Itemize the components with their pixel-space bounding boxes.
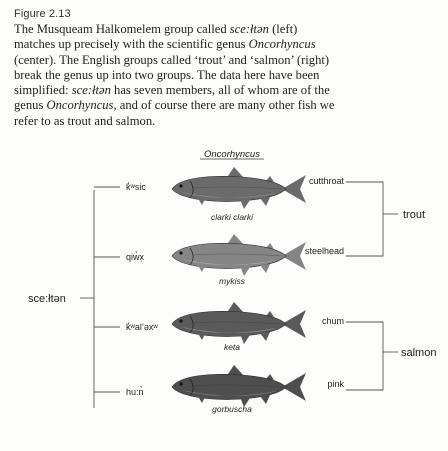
english-name: chum <box>322 316 344 326</box>
fish-lateral-line <box>191 186 283 190</box>
caption-text: The Musqueam Halkomelem group called <box>14 22 230 36</box>
english-name: steelhead <box>305 246 344 256</box>
fish-illustration <box>171 234 306 276</box>
fish-body <box>171 243 287 269</box>
fish-adipose-fin <box>266 311 274 317</box>
fish-gill <box>189 247 194 266</box>
halkomelem-name: k̓ʷsic <box>126 182 146 192</box>
fish-lateral-line <box>191 384 283 388</box>
fish-pectoral-fin <box>196 262 206 272</box>
fish-pelvic-fin <box>240 334 250 344</box>
figure-label: Figure 2.13 <box>14 8 71 20</box>
caption-italic-term: Oncorhyncus <box>46 98 114 113</box>
fish-dorsal-fin <box>226 167 244 179</box>
caption-line: break the genus up into two groups. The … <box>14 68 434 83</box>
fish-adipose-fin <box>266 176 274 182</box>
fish-tail <box>282 373 306 401</box>
fish-dorsal-fin <box>226 365 244 377</box>
scientific-name: gorbuscha <box>212 404 252 414</box>
trout-bracket <box>346 181 384 257</box>
fish-belly <box>182 327 276 333</box>
fish-row: k̓ʷsic clarki clarki cutthroat <box>94 167 344 222</box>
english-name: cutthroat <box>309 176 345 186</box>
caption-text: matches up precisely with the scientific… <box>14 37 249 52</box>
fish-dorsal-fin <box>226 302 244 314</box>
fish-tail <box>282 310 306 338</box>
halkomelem-name: hu:n̓ <box>126 386 144 397</box>
fish-anal-fin <box>260 395 270 404</box>
fish-eye <box>179 184 183 188</box>
fish-gill <box>189 378 194 397</box>
fish-pectoral-fin <box>196 393 206 403</box>
english-name: pink <box>327 379 344 389</box>
fish-belly <box>182 259 276 265</box>
fish-pectoral-fin <box>196 330 206 340</box>
fish-body <box>171 374 287 400</box>
caption-line: matches up precisely with the scientific… <box>14 37 434 52</box>
caption-line: refer to as trout and salmon. <box>14 114 434 129</box>
caption-line: simplified: sce:łtən has seven members, … <box>14 83 434 98</box>
fish-anal-fin <box>260 197 270 206</box>
fish-adipose-fin <box>266 374 274 380</box>
caption-italic-term: sce:łtən <box>71 83 111 98</box>
salmon-bracket <box>346 321 384 391</box>
halkomelem-name: k̓ʷal’əxʷ <box>126 322 158 332</box>
genus-heading: Oncorhyncus <box>204 149 260 160</box>
scientific-name: mykiss <box>219 276 246 286</box>
fish-illustration <box>171 365 306 407</box>
fish-pelvic-fin <box>240 199 250 209</box>
caption-text: (center). The English groups called ‘tro… <box>14 52 330 67</box>
scientific-name: clarki clarki <box>211 212 254 222</box>
caption-text: break the genus up into two groups. The … <box>14 67 320 82</box>
fish-row: hu:n̓ gorbuscha pink <box>94 365 344 414</box>
fish-anal-fin <box>260 332 270 341</box>
fish-illustration <box>171 167 306 209</box>
halkomelem-name: qiw̓x̣ <box>126 251 145 262</box>
fish-row: qiw̓x̣ mykiss steelhead <box>94 234 344 286</box>
fish-lateral-line <box>191 253 283 257</box>
fish-tail <box>282 242 306 270</box>
caption-line: (center). The English groups called ‘tro… <box>14 53 434 68</box>
fish-dorsal-fin <box>226 234 244 246</box>
fish-eye <box>179 319 183 323</box>
caption-text: has seven members, all of whom are of th… <box>110 83 330 98</box>
fish-gill <box>189 315 194 334</box>
english-group-salmon: salmon <box>401 347 436 359</box>
fish-lateral-line <box>191 321 283 325</box>
fish-body <box>171 311 287 337</box>
caption-line: The Musqueam Halkomelem group called sce… <box>14 22 434 37</box>
fish-belly <box>182 390 276 396</box>
caption-text: refer to as trout and salmon. <box>14 113 156 128</box>
fish-adipose-fin <box>266 243 274 249</box>
figure-caption: The Musqueam Halkomelem group called sce… <box>14 22 434 129</box>
caption-text: (left) <box>268 22 298 36</box>
fish-illustration <box>171 302 306 344</box>
fish-gill <box>189 180 194 199</box>
caption-text: simplified: <box>14 83 72 98</box>
fish-belly <box>182 192 276 198</box>
caption-text: , and of course there are many other fis… <box>113 98 335 113</box>
fish-body <box>171 176 287 202</box>
fish-pelvic-fin <box>240 397 250 407</box>
caption-italic-term: sce:łtən <box>229 22 269 36</box>
caption-italic-term: Oncorhyncus <box>248 37 316 52</box>
fish-pectoral-fin <box>196 195 206 205</box>
halkomelem-group-label: sce:łtən <box>28 293 66 305</box>
fish-tail <box>282 175 306 203</box>
caption-text: genus <box>14 98 47 113</box>
caption-line: genus Oncorhyncus, and of course there a… <box>14 98 434 113</box>
fish-pelvic-fin <box>240 266 250 276</box>
fish-anal-fin <box>260 264 270 273</box>
fish-eye <box>179 382 183 386</box>
english-group-trout: trout <box>403 209 425 221</box>
fish-row: k̓ʷal’əxʷ keta chum <box>94 302 344 352</box>
fish-eye <box>179 251 183 255</box>
scientific-name: keta <box>224 342 240 352</box>
